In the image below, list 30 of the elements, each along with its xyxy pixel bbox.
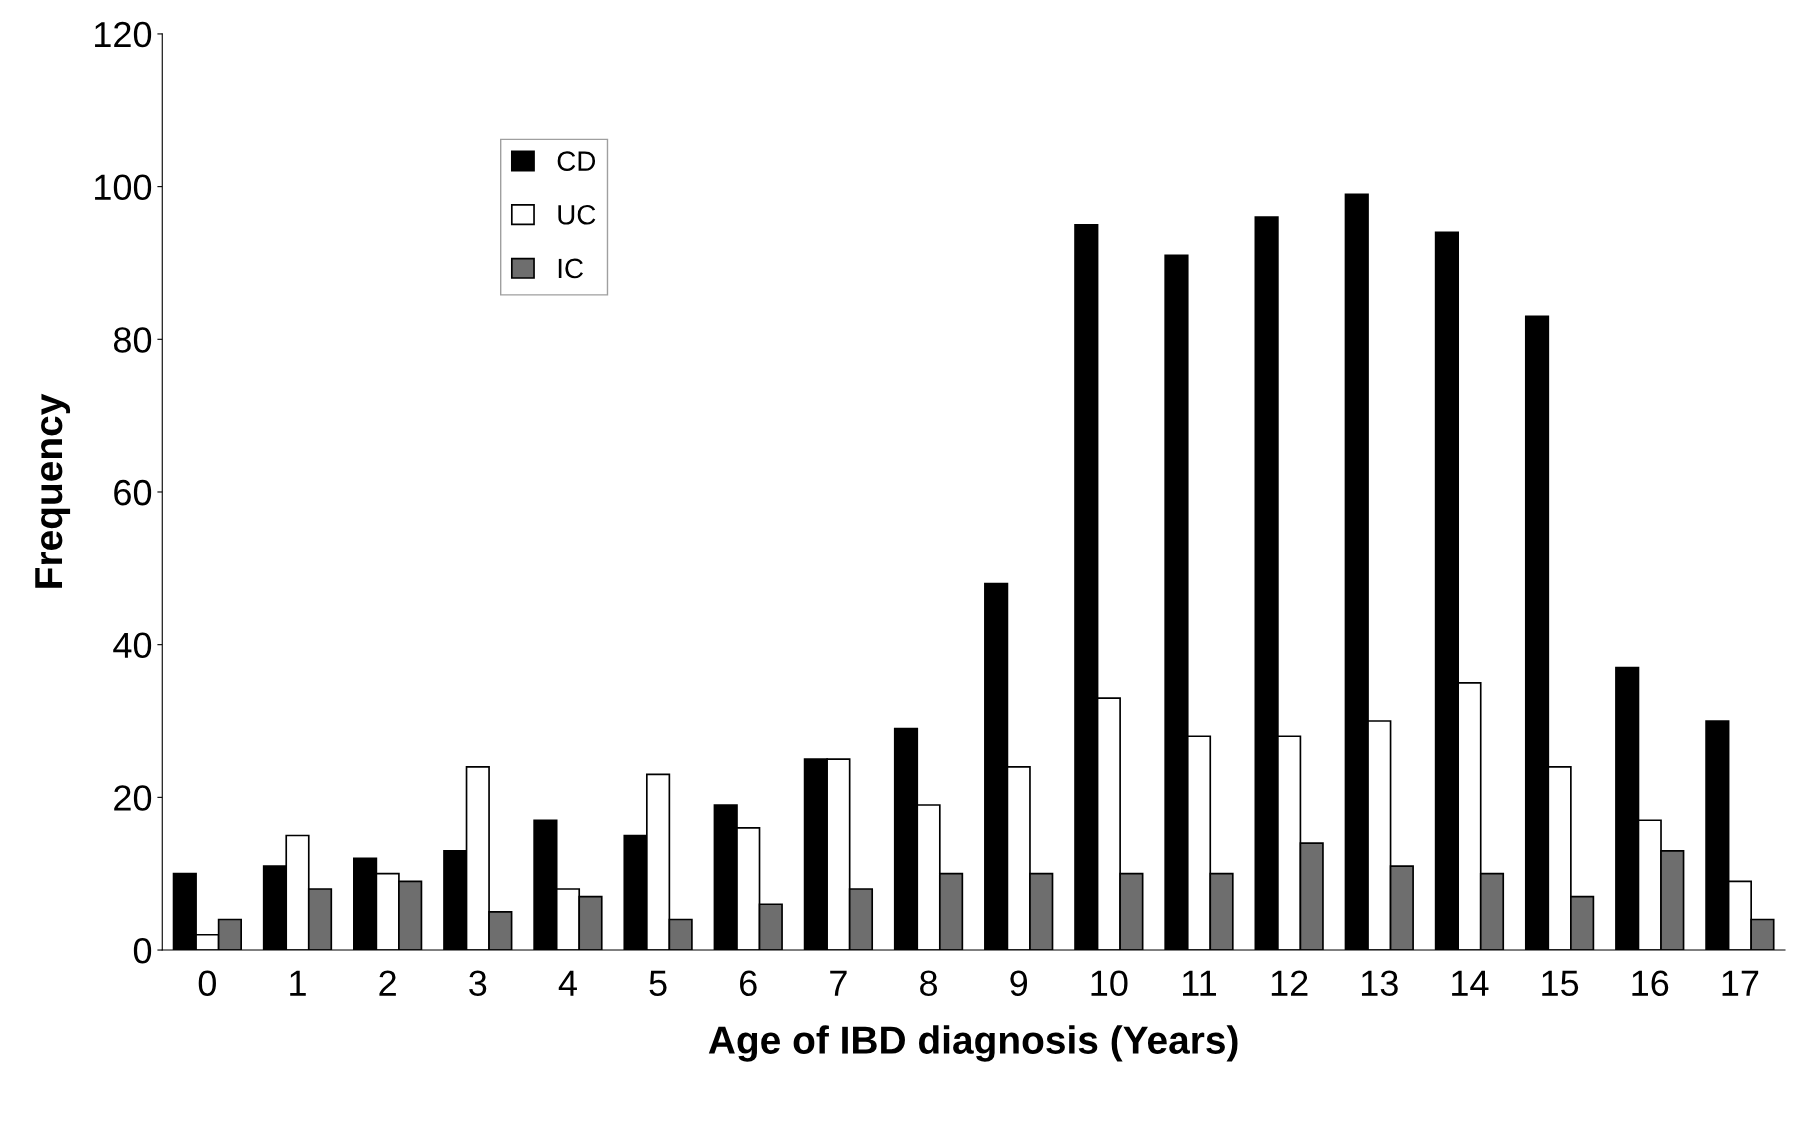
legend-label: UC: [558, 204, 596, 225]
x-tick-label: 14: [1452, 970, 1489, 996]
y-tick-label: 0: [133, 937, 152, 964]
x-tick-label: 3: [469, 970, 487, 997]
x-tick-label: 17: [1722, 970, 1759, 996]
x-tick-label: 11: [1183, 970, 1216, 996]
legend-label: IC: [558, 258, 583, 279]
legend-label: CD: [557, 151, 596, 171]
x-tick-label: 9: [1010, 970, 1028, 997]
y-tick-label: 100: [95, 174, 152, 201]
x-axis-title: Age of IBD diagnosis (Years): [708, 1025, 1238, 1062]
x-tick-label: 2: [379, 970, 396, 996]
x-tick-label: 1: [290, 970, 306, 996]
x-tick-label: 8: [920, 970, 938, 997]
y-tick-label: 40: [113, 632, 152, 659]
x-tick-label: 6: [740, 970, 757, 997]
x-tick-label: 7: [830, 970, 847, 996]
x-tick-label: 16: [1632, 970, 1669, 997]
x-tick-label: 12: [1271, 970, 1308, 996]
x-tick-label: 0: [198, 970, 216, 997]
x-tick-label: 4: [558, 970, 577, 996]
y-axis-title: Frequency: [35, 393, 71, 588]
x-tick-label: 10: [1091, 970, 1128, 997]
x-tick-label: 5: [649, 970, 667, 997]
y-tick-label: 20: [114, 785, 152, 811]
y-tick-label: 80: [113, 327, 152, 353]
y-tick-label: 120: [95, 21, 152, 48]
x-tick-label: 15: [1542, 970, 1579, 997]
x-tick-label: 13: [1361, 970, 1398, 997]
y-tick-label: 60: [114, 479, 152, 506]
